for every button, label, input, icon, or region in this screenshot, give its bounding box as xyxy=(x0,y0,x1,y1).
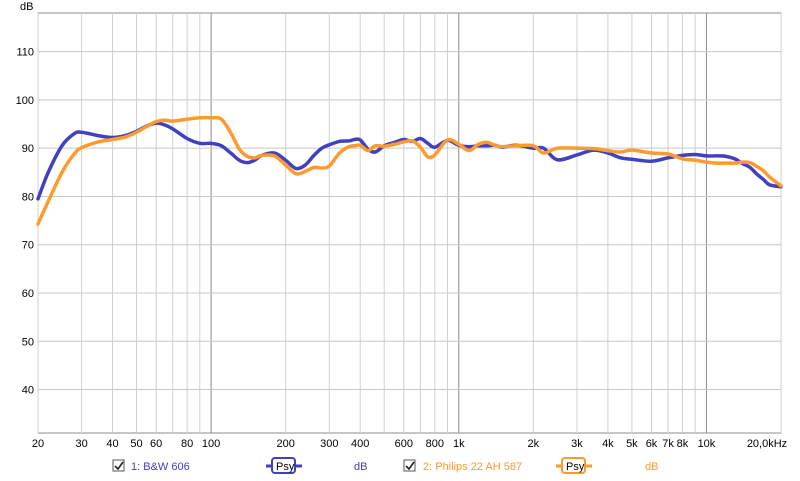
plot-area xyxy=(37,12,782,434)
x-tick-label: 80 xyxy=(181,438,193,450)
x-tick-label: 1k xyxy=(453,438,465,450)
y-tick-label: 90 xyxy=(22,143,34,155)
legend-1-label: 1: B&W 606 xyxy=(131,461,190,473)
x-tick-label: 7k xyxy=(662,438,674,450)
x-tick-label: 100 xyxy=(202,438,220,450)
y-axis-tick-labels: 40 50 60 70 80 90 100 110 xyxy=(16,47,34,397)
legend-2-unit: dB xyxy=(645,461,658,473)
x-tick-label: 800 xyxy=(426,438,444,450)
x-axis-tick-labels: 20 30 40 50 60 80 100 200 300 400 600 800 1k 2k 3k 4k 5k… xyxy=(32,438,787,450)
x-tick-label: 6k xyxy=(646,438,658,450)
legend-2-psy-label: Psy xyxy=(566,461,585,473)
x-tick-label: 5k xyxy=(626,438,638,450)
x-tick-label: 4k xyxy=(602,438,614,450)
series-line-2 xyxy=(36,115,783,226)
legend-item-1[interactable]: 1: B&W 606 Psy dB xyxy=(112,457,367,474)
legend-2-psy-button[interactable]: Psy xyxy=(556,457,592,474)
legend-2-checkbox[interactable] xyxy=(403,459,416,472)
x-tick-label: 20 xyxy=(32,438,44,450)
x-tick-label: 60 xyxy=(150,438,162,450)
y-tick-label: 110 xyxy=(16,47,34,59)
y-tick-label: 70 xyxy=(22,240,34,252)
x-tick-label: 30 xyxy=(75,438,87,450)
x-tick-label: 200 xyxy=(276,438,294,450)
x-tick-label: 400 xyxy=(351,438,369,450)
legend-1-psy-label: Psy xyxy=(276,461,295,473)
y-tick-label: 80 xyxy=(22,191,34,203)
x-tick-label: 3k xyxy=(571,438,583,450)
x-tick-label: 50 xyxy=(130,438,142,450)
x-tick-label: 300 xyxy=(320,438,338,450)
y-tick-label: 50 xyxy=(22,336,34,348)
x-tick-label: 8k xyxy=(677,438,689,450)
legend-2-label: 2: Philips 22 AH 587 xyxy=(423,461,522,473)
grid-lines xyxy=(37,13,782,433)
series-lines xyxy=(36,115,783,226)
legend-1-psy-button[interactable]: Psy xyxy=(266,457,302,474)
x-tick-label: 2k xyxy=(528,438,540,450)
legend-1-unit: dB xyxy=(354,461,367,473)
y-axis-unit-label: dB xyxy=(20,1,33,13)
y-tick-label: 100 xyxy=(16,95,34,107)
legend-1-checkbox[interactable] xyxy=(112,459,125,472)
x-tick-label: 40 xyxy=(106,438,118,450)
x-tick-label: 10k xyxy=(698,438,716,450)
y-tick-label: 60 xyxy=(22,288,34,300)
x-tick-label: 600 xyxy=(395,438,413,450)
legend-item-2[interactable]: 2: Philips 22 AH 587 Psy dB xyxy=(403,457,658,474)
y-tick-label: 40 xyxy=(22,385,34,397)
x-tick-label: 20,0kHz xyxy=(747,438,787,450)
